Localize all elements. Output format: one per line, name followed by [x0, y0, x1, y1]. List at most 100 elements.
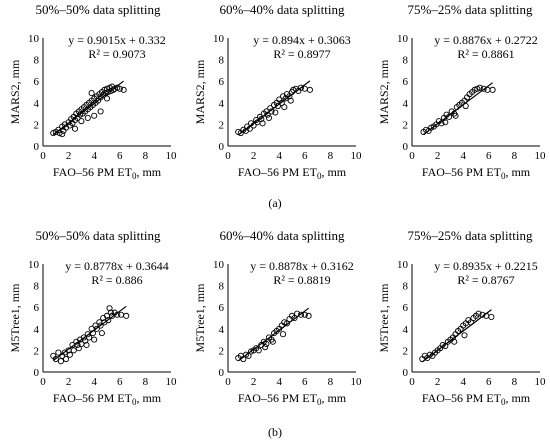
data-point	[286, 93, 293, 100]
trendline	[237, 307, 309, 362]
trendline-equation: y = 0.8935x + 0.2215	[434, 259, 538, 273]
r-squared-label: R² = 0.8819	[273, 273, 330, 287]
data-point	[105, 317, 112, 324]
chart-panel-1: 50%–50% data splitting 0 2 4 6 8 10 0 2 4 6 8 10 FAO–…	[8, 2, 177, 181]
data-point	[78, 118, 85, 125]
x-tick-label: 4	[276, 376, 282, 388]
data-point	[488, 313, 495, 320]
x-axis-label-unit: , mm	[321, 165, 346, 179]
data-point	[279, 331, 287, 338]
chart-panel-3: 75%–25% data splitting 0 2 4 6 8 10 0 2 4 6 8 10 FAO–…	[377, 2, 546, 181]
x-tick-label: 4	[460, 150, 466, 162]
y-tick-label: 0	[403, 141, 409, 153]
x-tick-label: 6	[302, 150, 308, 162]
y-tick-label: 10	[397, 259, 409, 271]
y-tick-label: 6	[403, 302, 409, 314]
y-tick-label: 10	[213, 259, 225, 271]
x-axis-label-main: FAO–56 PM ET	[422, 391, 502, 405]
x-tick-label: 0	[409, 376, 415, 388]
data-point	[291, 314, 298, 322]
data-point	[106, 305, 113, 312]
data-point	[255, 347, 262, 354]
data-point	[71, 125, 79, 132]
x-axis-label: FAO–56 PM ET0, mm	[422, 391, 531, 407]
chart-title: 50%–50% data splitting	[36, 2, 161, 17]
x-axis-label-unit: , mm	[505, 391, 530, 405]
x-axis-label-main: FAO–56 PM ET	[422, 165, 502, 179]
y-axis-label: MARS2, mm	[193, 59, 207, 124]
trendline-equation: y = 0.8878x + 0.3162	[250, 259, 354, 273]
y-tick-label: 4	[219, 98, 225, 110]
x-tick-label: 0	[225, 376, 231, 388]
x-tick-label: 10	[351, 376, 363, 388]
x-tick-label: 8	[143, 150, 149, 162]
y-tick-label: 8	[403, 55, 409, 67]
data-point	[269, 338, 276, 345]
data-point	[84, 114, 91, 121]
data-point	[75, 345, 82, 352]
y-axis-label: M5Tree1, mm	[8, 283, 22, 353]
chart-panel-4: 50%–50% data splitting 0 2 4 6 8 10 0 2 4 6 8 10 FAO–…	[8, 228, 177, 407]
data-point	[272, 109, 279, 116]
x-tick-label: 0	[40, 376, 46, 388]
trendline-equation: y = 0.894x + 0.3063	[253, 33, 351, 47]
x-axis-label: FAO–56 PM ET0, mm	[238, 165, 347, 181]
x-axis-label-subscript: 0	[132, 171, 137, 181]
x-tick-label: 10	[535, 150, 547, 162]
y-tick-label: 2	[219, 345, 225, 357]
panel-label-a: (a)	[268, 196, 281, 210]
data-point	[103, 95, 111, 102]
data-point	[287, 97, 294, 104]
chart-panel-6: 75%–25% data splitting 0 2 4 6 8 10 0 2 4 6 8 10 FAO–…	[377, 228, 546, 407]
data-point	[263, 340, 270, 347]
y-tick-label: 4	[403, 324, 409, 336]
y-tick-label: 6	[34, 302, 40, 314]
y-tick-label: 0	[219, 367, 225, 379]
x-tick-label: 4	[460, 376, 466, 388]
y-tick-label: 0	[403, 367, 409, 379]
y-tick-label: 0	[219, 141, 225, 153]
x-axis-label: FAO–56 PM ET0, mm	[53, 165, 162, 181]
x-axis-label: FAO–56 PM ET0, mm	[422, 165, 531, 181]
x-tick-label: 10	[166, 376, 178, 388]
y-tick-label: 8	[403, 281, 409, 293]
y-tick-label: 10	[28, 259, 40, 271]
x-tick-label: 0	[225, 150, 231, 162]
chart-title: 60%–40% data splitting	[220, 2, 345, 17]
trendline	[52, 305, 127, 361]
data-point	[442, 119, 449, 126]
data-point	[57, 358, 64, 365]
x-axis-label-subscript: 0	[317, 171, 322, 181]
y-tick-label: 2	[403, 119, 409, 131]
data-point	[480, 85, 487, 92]
x-tick-label: 2	[251, 150, 257, 162]
chart-title: 75%–25% data splitting	[408, 2, 533, 17]
data-point	[91, 336, 98, 343]
x-axis-label-main: FAO–56 PM ET	[53, 391, 133, 405]
x-axis-label-unit: , mm	[321, 391, 346, 405]
data-point	[265, 114, 273, 121]
x-tick-label: 4	[276, 150, 282, 162]
y-tick-label: 6	[403, 76, 409, 88]
y-tick-label: 4	[34, 324, 40, 336]
y-tick-label: 2	[219, 119, 225, 131]
x-axis-label-subscript: 0	[132, 397, 137, 407]
r-squared-label: R² = 0.9073	[88, 47, 145, 61]
data-point	[88, 90, 95, 97]
x-tick-label: 2	[66, 376, 72, 388]
data-point	[97, 108, 104, 115]
x-axis-label-unit: , mm	[505, 165, 530, 179]
data-point	[116, 85, 123, 92]
chart-panel-5: 60%–40% data splitting 0 2 4 6 8 10 0 2 4 6 8 10 FAO–…	[193, 228, 362, 407]
data-point	[451, 338, 458, 345]
x-tick-label: 6	[486, 150, 492, 162]
data-point	[278, 99, 285, 106]
x-axis-label: FAO–56 PM ET0, mm	[53, 391, 162, 407]
data-point	[274, 102, 281, 110]
data-point	[259, 120, 266, 127]
y-axis-label: MARS2, mm	[8, 59, 22, 124]
trendline	[421, 309, 492, 363]
x-tick-label: 8	[512, 376, 518, 388]
x-axis-label: FAO–56 PM ET0, mm	[238, 391, 347, 407]
